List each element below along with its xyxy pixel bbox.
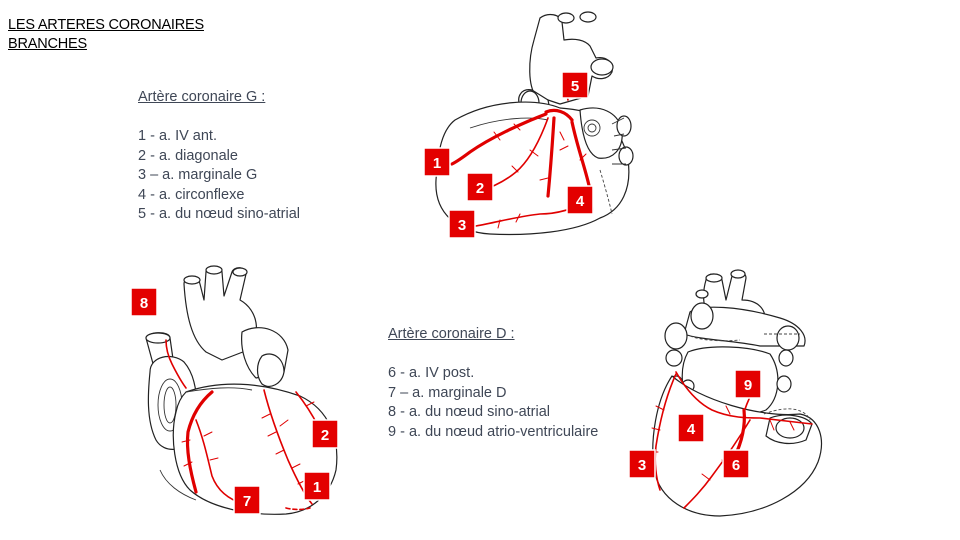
heart-left-anterior: 8 2 7 1 bbox=[130, 265, 339, 515]
badge-right-9: 9 bbox=[734, 369, 762, 399]
slide-title: LES ARTERES CORONAIRES BRANCHES bbox=[8, 16, 204, 54]
badge-right-3: 3 bbox=[628, 449, 656, 479]
svg-text:1: 1 bbox=[433, 155, 441, 172]
legend-right-item-7: 7 – a. marginale D bbox=[388, 384, 507, 401]
svg-text:6: 6 bbox=[732, 457, 740, 474]
svg-text:8: 8 bbox=[140, 295, 148, 312]
badge-right-4: 4 bbox=[677, 413, 705, 443]
legend-right-item-8: 8 - a. du nœud sino-atrial bbox=[388, 404, 550, 420]
svg-text:9: 9 bbox=[744, 377, 752, 394]
badge-left-7: 7 bbox=[233, 485, 261, 515]
svg-text:7: 7 bbox=[243, 493, 251, 510]
heart-top-left-lateral: 1 2 3 4 5 bbox=[423, 11, 634, 239]
badge-top-5: 5 bbox=[561, 71, 589, 99]
legend-left-coronary: Artère coronaire G : 1 - a. IV ant. 2 - … bbox=[138, 88, 300, 225]
svg-text:4: 4 bbox=[687, 421, 696, 438]
title-line-2: BRANCHES bbox=[8, 36, 87, 52]
badge-top-3: 3 bbox=[448, 209, 476, 239]
svg-text:3: 3 bbox=[638, 457, 646, 474]
badge-top-1: 1 bbox=[423, 147, 451, 177]
legend-left-item-3: 3 – a. marginale G bbox=[138, 167, 258, 183]
svg-text:3: 3 bbox=[458, 217, 466, 234]
legend-left-item-1: 1 - a. IV ant. bbox=[138, 128, 217, 144]
badge-left-1: 1 bbox=[303, 471, 331, 501]
title-line-1: LES ARTERES CORONAIRES bbox=[8, 17, 204, 33]
legend-right-coronary: Artère coronaire D : 6 - a. IV post. 7 –… bbox=[388, 325, 598, 442]
legend-right-heading: Artère coronaire D : bbox=[388, 326, 515, 342]
badge-right-6: 6 bbox=[722, 449, 750, 479]
svg-text:4: 4 bbox=[576, 193, 585, 210]
svg-text:1: 1 bbox=[313, 479, 321, 496]
legend-left-item-5: 5 - a. du nœud sino-atrial bbox=[138, 206, 300, 222]
legend-right-item-9: 9 - a. du nœud atrio-ventriculaire bbox=[388, 423, 599, 440]
svg-text:5: 5 bbox=[571, 78, 579, 95]
svg-text:2: 2 bbox=[476, 180, 484, 197]
legend-left-heading: Artère coronaire G : bbox=[138, 89, 266, 105]
legend-left-item-2: 2 - a. diagonale bbox=[138, 147, 238, 164]
badge-top-4: 4 bbox=[566, 185, 594, 215]
badge-left-8: 8 bbox=[130, 287, 158, 317]
badge-top-2: 2 bbox=[466, 172, 494, 202]
heart-right-posterior: 9 4 3 6 bbox=[628, 269, 822, 517]
legend-left-item-4: 4 - a. circonflexe bbox=[138, 186, 245, 203]
legend-right-item-6: 6 - a. IV post. bbox=[388, 365, 475, 381]
svg-text:2: 2 bbox=[321, 427, 329, 444]
badge-left-2: 2 bbox=[311, 419, 339, 449]
